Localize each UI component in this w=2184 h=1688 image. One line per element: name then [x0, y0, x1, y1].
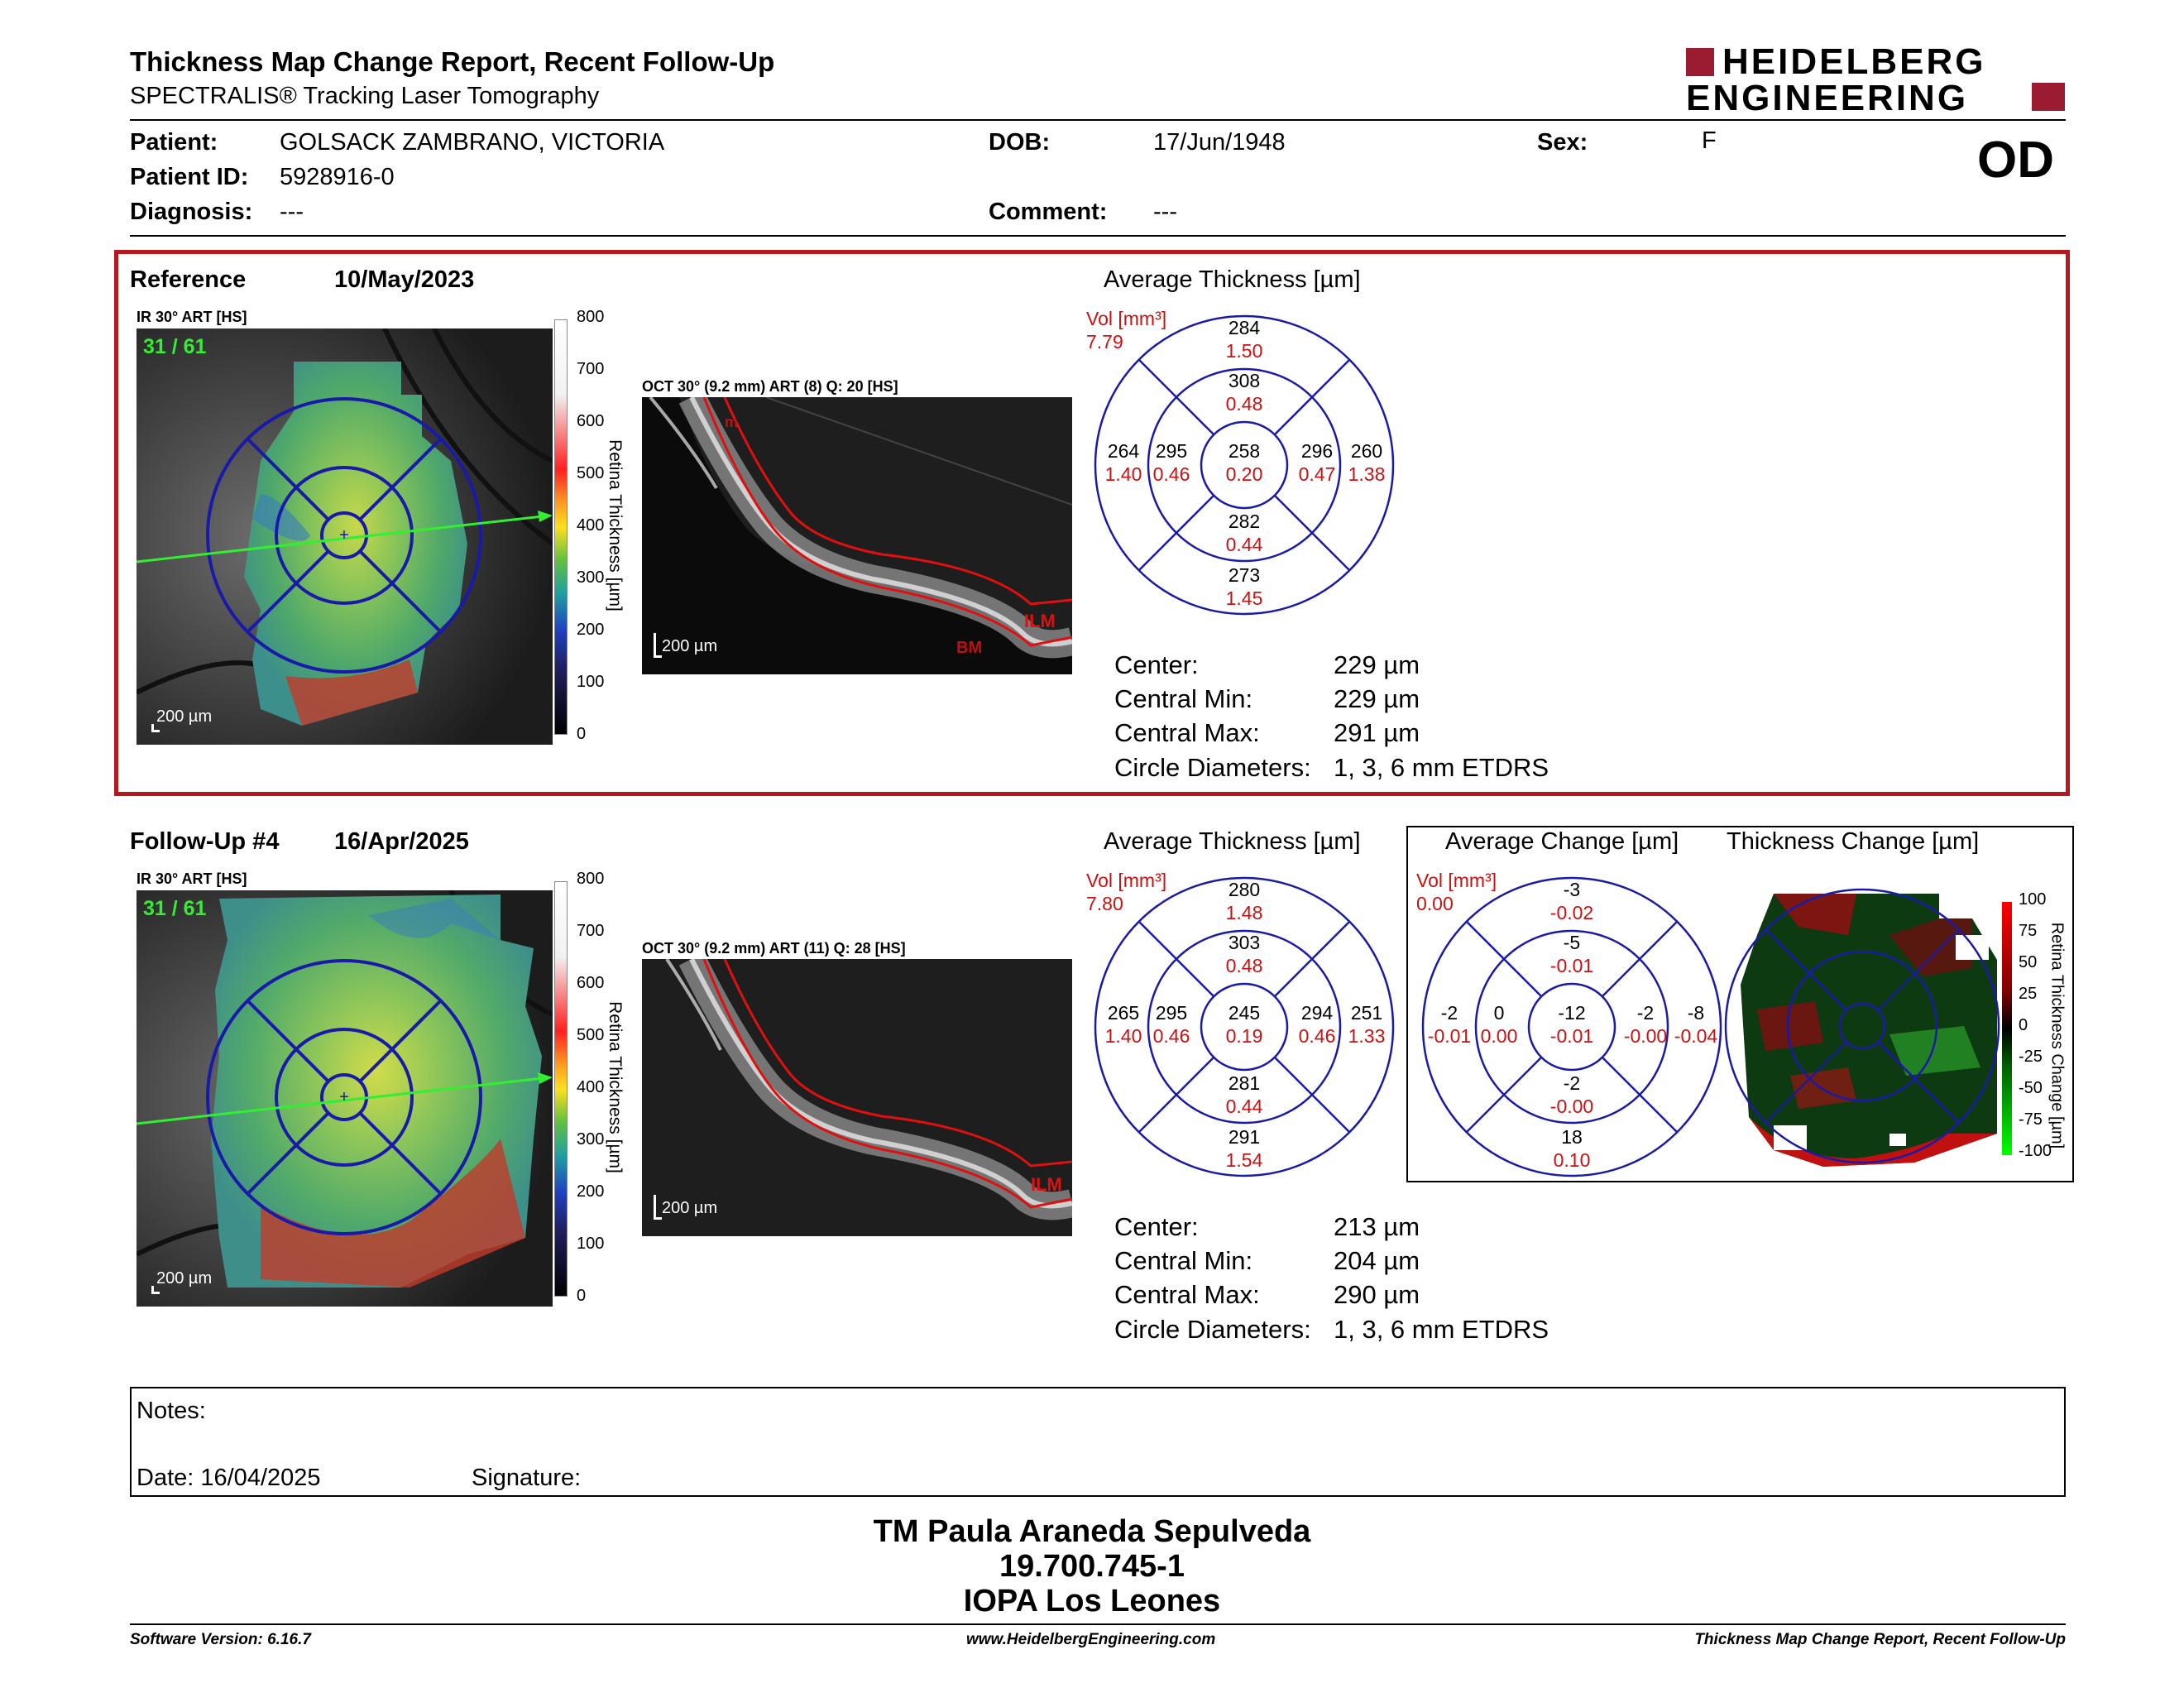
followup-min-label: Central Min:: [1114, 1246, 1253, 1275]
notes-box[interactable]: [130, 1387, 2066, 1497]
followup-label: Follow-Up #4: [130, 828, 280, 855]
footer-version: Software Version: 6.16.7: [130, 1631, 311, 1648]
footer-url[interactable]: www.HeidelbergEngineering.com: [966, 1631, 1216, 1648]
change-vol-label: Vol [mm³]: [1416, 870, 1497, 891]
change-panel: [1406, 826, 2074, 1182]
reference-vol-value: 7.79: [1086, 331, 1123, 352]
followup-ir-image: + 31 / 61 200 µm: [135, 889, 554, 1307]
thickness-change-title: Thickness Change [µm]: [1727, 828, 1980, 855]
footer-report: Thickness Map Change Report, Recent Foll…: [1694, 1631, 2066, 1648]
change-colorbar-ticks: 100 75 50 25 0 -25 -50 -75 -100: [2019, 890, 2052, 1160]
reference-oct-ilm: ILM: [1024, 611, 1056, 631]
notes-signature-label: Signature:: [472, 1465, 582, 1491]
change-vol-value: 0.00: [1416, 893, 1454, 914]
followup-vol-value: 7.80: [1086, 893, 1123, 914]
reference-ir-image: + 31 / 61 200 µm: [135, 327, 554, 745]
followup-oct-image: 200 µm ILM: [642, 959, 1072, 1236]
svg-text:+: +: [339, 526, 349, 544]
eye-indicator: OD: [1977, 132, 2054, 189]
brand-logo: HEIDELBERG ENGINEERING: [1686, 41, 2067, 118]
followup-ir-count: 31 / 61: [143, 897, 207, 920]
reference-min-label: Central Min:: [1114, 684, 1253, 713]
comment-label: Comment:: [989, 199, 1108, 225]
sex-label: Sex:: [1537, 129, 1588, 156]
diagnosis-label: Diagnosis:: [130, 199, 253, 225]
reference-max-value: 291 µm: [1334, 718, 1420, 747]
report-title: Thickness Map Change Report, Recent Foll…: [130, 46, 775, 77]
notes-label: Notes:: [136, 1398, 206, 1424]
signer-name: TM Paula Araneda Sepulveda: [873, 1514, 1311, 1549]
followup-ir-scale: 200 µm: [156, 1269, 213, 1288]
reference-panel: [114, 250, 2070, 796]
followup-date: 16/Apr/2025: [334, 828, 469, 855]
sex-value: F: [1702, 127, 1717, 154]
followup-center-value: 213 µm: [1334, 1212, 1420, 1241]
followup-colorbar-title: Retina Thickness [µm]: [606, 1001, 625, 1173]
followup-ir-label: IR 30° ART [HS]: [136, 870, 247, 887]
reference-center-label: Center:: [1114, 650, 1199, 679]
change-colorbar: [2002, 902, 2012, 1155]
followup-colorbar-ticks: 800 700 600 500 400 300 200 100 0: [577, 870, 605, 1305]
patient-name: GOLSACK ZAMBRANO, VICTORIA: [280, 129, 665, 156]
followup-diam-value: 1, 3, 6 mm ETDRS: [1334, 1315, 1549, 1344]
reference-diam-value: 1, 3, 6 mm ETDRS: [1334, 753, 1549, 782]
reference-colorbar-title: Retina Thickness [µm]: [606, 439, 625, 611]
diagnosis-value: ---: [280, 199, 304, 225]
reference-date: 10/May/2023: [334, 266, 475, 293]
reference-ir-count: 31 / 61: [143, 335, 207, 358]
dob-value: 17/Jun/1948: [1153, 129, 1286, 156]
reference-label: Reference: [130, 266, 247, 293]
reference-vol-label: Vol [mm³]: [1086, 308, 1167, 329]
followup-oct-scale: 200 µm: [662, 1199, 718, 1217]
change-avg-title: Average Change [µm]: [1445, 828, 1679, 855]
reference-ir-label: IR 30° ART [HS]: [136, 309, 247, 325]
followup-colorbar: [554, 881, 568, 1297]
signer-id: 19.700.745-1: [999, 1549, 1185, 1584]
reference-oct-tag: m: [725, 414, 739, 430]
comment-value: ---: [1153, 199, 1177, 225]
reference-oct-label: OCT 30° (9.2 mm) ART (8) Q: 20 [HS]: [642, 378, 898, 395]
patient-label: Patient:: [130, 129, 218, 156]
followup-avg-title: Average Thickness [µm]: [1104, 828, 1361, 855]
followup-vol-label: Vol [mm³]: [1086, 870, 1167, 891]
report-subtitle: SPECTRALIS® Tracking Laser Tomography: [130, 83, 600, 109]
reference-min-value: 229 µm: [1334, 684, 1420, 713]
followup-max-value: 290 µm: [1334, 1280, 1420, 1309]
patient-id: 5928916-0: [280, 164, 395, 190]
reference-oct-image: 200 µm ILM BM m: [642, 397, 1072, 674]
followup-center-label: Center:: [1114, 1212, 1199, 1241]
followup-oct-ilm: ILM: [1031, 1174, 1062, 1195]
signer-org: IOPA Los Leones: [963, 1584, 1221, 1618]
followup-diam-label: Circle Diameters:: [1114, 1315, 1311, 1344]
reference-oct-bm: BM: [956, 639, 983, 657]
reference-ir-scale: 200 µm: [156, 707, 213, 726]
dob-label: DOB:: [989, 129, 1051, 156]
reference-avg-title: Average Thickness [µm]: [1104, 266, 1361, 293]
patient-id-label: Patient ID:: [130, 164, 249, 190]
svg-text:+: +: [339, 1088, 349, 1106]
change-etdrs-grid: -3 -0.02 -5 -0.01 -2 -0.01 0 0.00 -12 -0…: [1421, 876, 1722, 1177]
followup-max-label: Central Max:: [1114, 1280, 1260, 1309]
reference-max-label: Central Max:: [1114, 718, 1260, 747]
reference-diam-label: Circle Diameters:: [1114, 753, 1311, 782]
followup-min-value: 204 µm: [1334, 1246, 1420, 1275]
reference-etdrs-grid: 284 1.50 308 0.48 264 1.40 295 0.46 258 …: [1094, 314, 1395, 616]
notes-date: Date: 16/04/2025: [136, 1465, 321, 1491]
change-colorbar-title: Retina Thickness Change [µm]: [2048, 922, 2067, 1149]
thickness-change-map: [1724, 885, 2000, 1167]
reference-colorbar: [554, 319, 568, 735]
reference-colorbar-ticks: 800 700 600 500 400 300 200 100 0: [577, 308, 605, 743]
reference-center-value: 229 µm: [1334, 650, 1420, 679]
reference-oct-scale: 200 µm: [662, 637, 718, 655]
followup-oct-label: OCT 30° (9.2 mm) ART (11) Q: 28 [HS]: [642, 940, 906, 957]
followup-etdrs-grid: 280 1.48 303 0.48 265 1.40 295 0.46 245 …: [1094, 876, 1395, 1177]
